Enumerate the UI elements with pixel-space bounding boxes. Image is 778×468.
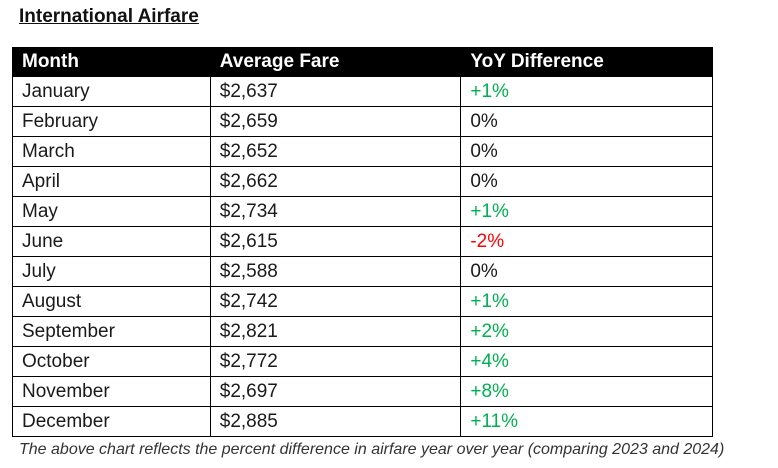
column-header-month: Month bbox=[12, 47, 211, 77]
table-row: August $2,742 +1% bbox=[12, 286, 713, 317]
yoy-cell: +4% bbox=[460, 346, 713, 377]
column-header-yoy-difference: YoY Difference bbox=[460, 47, 713, 77]
yoy-cell: 0% bbox=[460, 256, 713, 287]
yoy-cell: 0% bbox=[460, 106, 713, 137]
month-cell: December bbox=[12, 406, 211, 437]
yoy-cell: +8% bbox=[460, 376, 713, 407]
yoy-cell: +1% bbox=[460, 196, 713, 227]
table-row: July $2,588 0% bbox=[12, 256, 713, 287]
month-cell: June bbox=[12, 226, 211, 257]
yoy-cell: +1% bbox=[460, 76, 713, 107]
fare-cell: $2,772 bbox=[209, 346, 462, 377]
yoy-cell: +11% bbox=[460, 406, 713, 437]
fare-cell: $2,652 bbox=[209, 136, 462, 167]
table-row: December $2,885 +11% bbox=[12, 406, 713, 437]
header-row: Month Average Fare YoY Difference bbox=[12, 47, 713, 77]
table-row: February $2,659 0% bbox=[12, 106, 713, 137]
month-cell: April bbox=[12, 166, 211, 197]
page-title: International Airfare bbox=[19, 6, 199, 27]
yoy-cell: -2% bbox=[460, 226, 713, 257]
month-cell: January bbox=[12, 76, 211, 107]
fare-cell: $2,662 bbox=[209, 166, 462, 197]
column-header-average-fare: Average Fare bbox=[209, 47, 462, 77]
airfare-table: Month Average Fare YoY Difference Januar… bbox=[12, 47, 713, 437]
yoy-cell: +1% bbox=[460, 286, 713, 317]
month-cell: February bbox=[12, 106, 211, 137]
yoy-cell: 0% bbox=[460, 166, 713, 197]
table-row: October $2,772 +4% bbox=[12, 346, 713, 377]
fare-cell: $2,659 bbox=[209, 106, 462, 137]
fare-cell: $2,742 bbox=[209, 286, 462, 317]
table-row: March $2,652 0% bbox=[12, 136, 713, 167]
fare-cell: $2,885 bbox=[209, 406, 462, 437]
month-cell: September bbox=[12, 316, 211, 347]
fare-cell: $2,615 bbox=[209, 226, 462, 257]
table-row: May $2,734 +1% bbox=[12, 196, 713, 227]
month-cell: March bbox=[12, 136, 211, 167]
fare-cell: $2,734 bbox=[209, 196, 462, 227]
table-row: January $2,637 +1% bbox=[12, 76, 713, 107]
yoy-cell: +2% bbox=[460, 316, 713, 347]
caption: The above chart reflects the percent dif… bbox=[19, 441, 725, 458]
yoy-cell: 0% bbox=[460, 136, 713, 167]
fare-cell: $2,588 bbox=[209, 256, 462, 287]
fare-cell: $2,697 bbox=[209, 376, 462, 407]
table-row: November $2,697 +8% bbox=[12, 376, 713, 407]
month-cell: November bbox=[12, 376, 211, 407]
fare-cell: $2,821 bbox=[209, 316, 462, 347]
month-cell: October bbox=[12, 346, 211, 377]
fare-cell: $2,637 bbox=[209, 76, 462, 107]
table-row: April $2,662 0% bbox=[12, 166, 713, 197]
month-cell: July bbox=[12, 256, 211, 287]
table-row: June $2,615 -2% bbox=[12, 226, 713, 257]
month-cell: May bbox=[12, 196, 211, 227]
month-cell: August bbox=[12, 286, 211, 317]
table-row: September $2,821 +2% bbox=[12, 316, 713, 347]
